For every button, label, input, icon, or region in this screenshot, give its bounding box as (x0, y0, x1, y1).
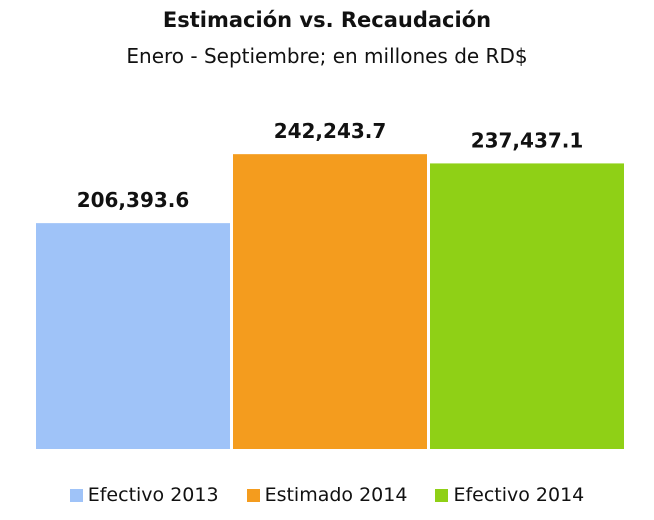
legend-swatch (246, 488, 260, 502)
legend-item: Efectivo 2014 (435, 484, 584, 506)
legend-swatch (435, 488, 449, 502)
chart-subtitle: Enero - Septiembre; en millones de RD$ (126, 44, 528, 68)
legend-item: Efectivo 2013 (69, 484, 219, 506)
legend-item: Estimado 2014 (246, 484, 408, 506)
chart-title: Estimación vs. Recaudación (162, 8, 492, 32)
bar (430, 163, 624, 449)
bar (36, 223, 230, 449)
legend-label: Estimado 2014 (264, 484, 408, 506)
bar (233, 154, 427, 449)
data-label: 242,243.7 (274, 119, 387, 143)
data-label: 237,437.1 (471, 128, 584, 152)
legend-swatch (69, 488, 83, 502)
legend-label: Efectivo 2014 (453, 484, 585, 506)
legend: Efectivo 2013 Estimado 2014 Efectivo 201… (0, 484, 654, 506)
legend-label: Efectivo 2013 (87, 484, 219, 506)
data-label: 206,393.6 (77, 188, 190, 212)
